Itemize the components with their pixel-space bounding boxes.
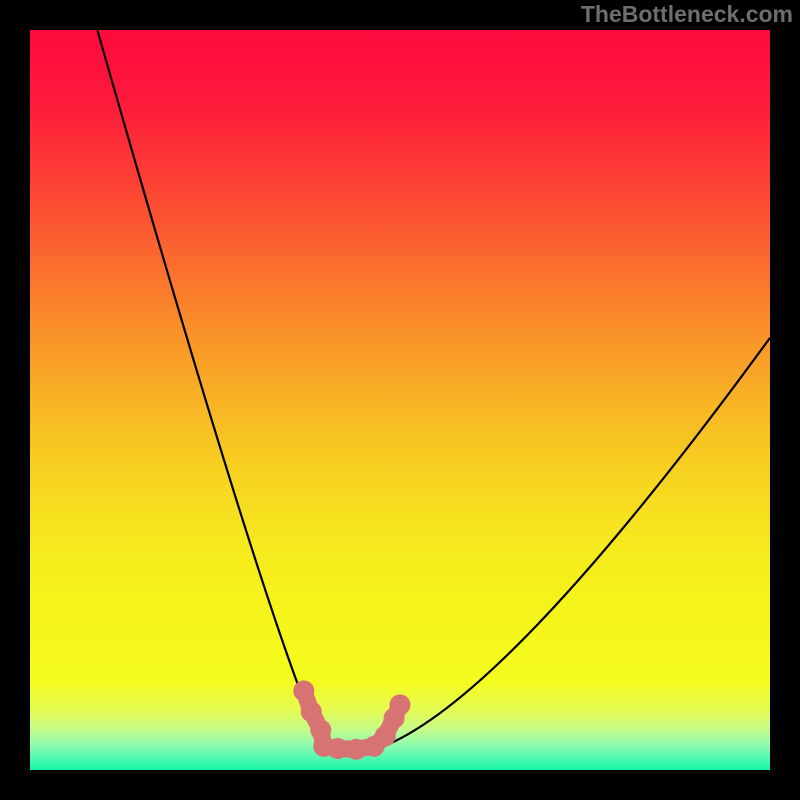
watermark-text: TheBottleneck.com <box>581 1 793 27</box>
highlight-dot <box>346 739 367 760</box>
plot-background <box>30 30 770 770</box>
highlight-dot <box>301 701 322 722</box>
highlight-dot <box>375 725 396 746</box>
highlight-dot <box>293 680 314 701</box>
bottleneck-chart: TheBottleneck.com <box>0 0 800 800</box>
highlight-dot <box>327 738 348 759</box>
chart-svg: TheBottleneck.com <box>0 0 800 800</box>
highlight-dot <box>390 694 411 715</box>
